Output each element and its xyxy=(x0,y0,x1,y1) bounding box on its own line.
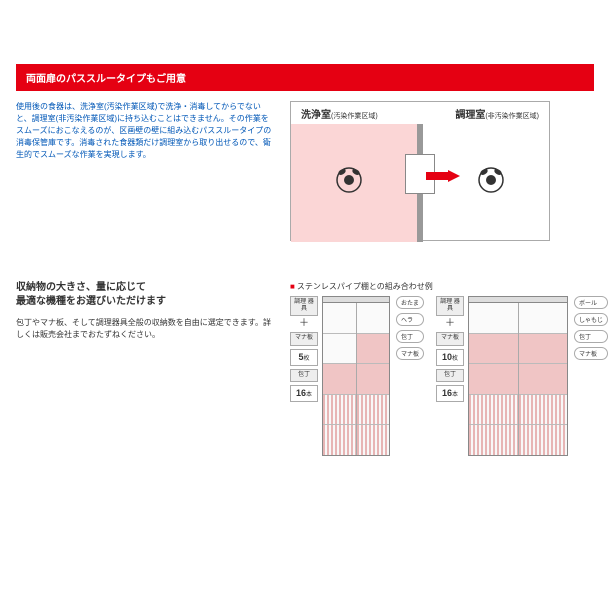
spec-value: 10枚 xyxy=(436,349,464,366)
plus-icon: ＋ xyxy=(436,319,464,329)
person-icon xyxy=(473,162,509,198)
label-cook-room: 調理室(非汚染作業区域) xyxy=(455,106,539,121)
spec-label: マナ板 xyxy=(436,332,464,345)
spec-label: 調理 器具 xyxy=(436,296,464,316)
item-tag: おたま xyxy=(396,296,424,309)
section2-description: 包丁やマナ板、そして調理器具全般の収納数を自由に選定できます。詳しくは販売会社ま… xyxy=(16,317,276,341)
spec-value: 5枚 xyxy=(290,349,318,366)
section-storage: 収納物の大きさ、量に応じて 最適な機種をお選びいただけます 包丁やマナ板、そして… xyxy=(16,281,594,456)
cabinet-illustration xyxy=(468,296,568,456)
spec-label: 包丁 xyxy=(290,369,318,382)
passthrough-diagram: 洗浄室(汚染作業区域) 調理室(非汚染作業区域) xyxy=(290,101,550,241)
spec-label: 包丁 xyxy=(436,369,464,382)
plus-icon: ＋ xyxy=(290,319,318,329)
spec-label: マナ板 xyxy=(290,332,318,345)
spec-value: 16本 xyxy=(436,385,464,402)
cabinet-example-b: 調理 器具 ＋ マナ板 10枚 包丁 16本 xyxy=(436,296,608,456)
label-wash-room: 洗浄室(汚染作業区域) xyxy=(301,106,378,121)
item-tag: マナ板 xyxy=(574,347,608,360)
item-tag: 包丁 xyxy=(396,330,424,343)
person-icon xyxy=(331,162,367,198)
item-tag: ヘラ xyxy=(396,313,424,326)
item-tag: ボール xyxy=(574,296,608,309)
flow-arrow-icon xyxy=(426,170,460,182)
item-tag: マナ板 xyxy=(396,347,424,360)
spec-value: 16本 xyxy=(290,385,318,402)
cabinet-example-a: 調理 器具 ＋ マナ板 5枚 包丁 16本 xyxy=(290,296,424,456)
section2-heading: 収納物の大きさ、量に応じて 最適な機種をお選びいただけます xyxy=(16,281,276,309)
section1-description: 使用後の食器は、洗浄室(汚染作業区域)で洗浄・消毒してからでないと、調理室(非汚… xyxy=(16,101,276,161)
combination-subhead: ■ステンレスパイプ棚との組み合わせ例 xyxy=(290,281,608,292)
section-passthrough: 両面扉のパススルータイプもご用意 使用後の食器は、洗浄室(汚染作業区域)で洗浄・… xyxy=(16,64,594,241)
cabinet-illustration xyxy=(322,296,390,456)
section-banner: 両面扉のパススルータイプもご用意 xyxy=(16,64,594,91)
spec-label: 調理 器具 xyxy=(290,296,318,316)
item-tag: 包丁 xyxy=(574,330,608,343)
item-tag: しゃもじ xyxy=(574,313,608,326)
